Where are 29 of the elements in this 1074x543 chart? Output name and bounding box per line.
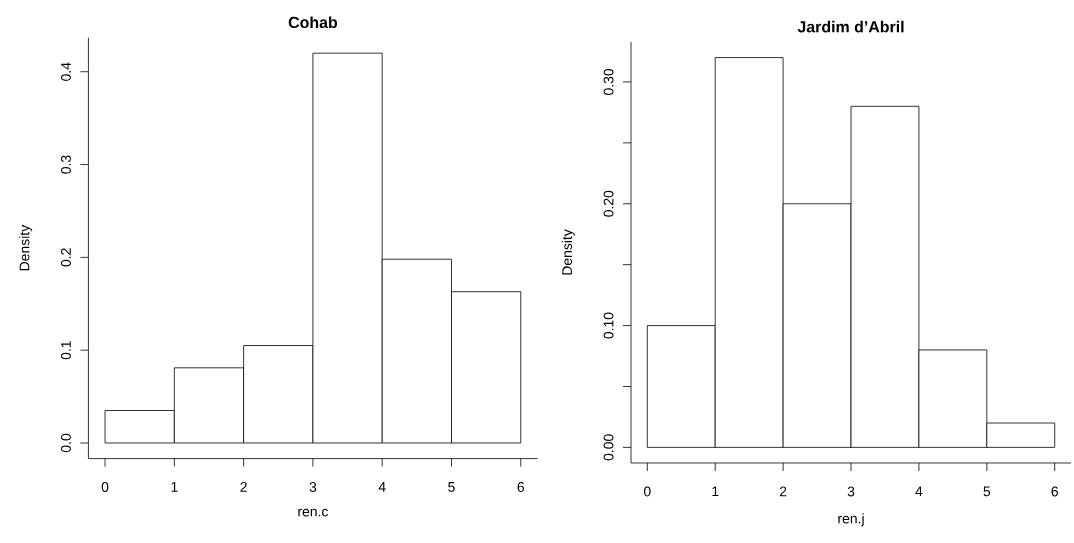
y-tick-label: 0.00: [603, 434, 614, 461]
x-tick-label: 4: [915, 486, 923, 497]
chart-title: Jardim d’Abril: [797, 20, 904, 33]
x-tick-label: 3: [309, 482, 317, 492]
y-tick-label: 0.0: [61, 433, 71, 453]
x-axis-title: ren.j: [838, 513, 864, 527]
x-axis-title: ren.c: [298, 508, 329, 517]
y-tick-label: 0.30: [603, 68, 614, 95]
x-tick-label: 2: [240, 482, 247, 492]
x-tick-label: 5: [983, 486, 991, 497]
y-tick-label: 0.3: [61, 155, 71, 174]
y-axis-title: Density: [19, 224, 33, 271]
x-tick-label: 6: [517, 482, 525, 492]
chart-title: Cohab: [288, 16, 338, 29]
y-tick-label: 0.1: [61, 341, 71, 360]
x-tick-label: 1: [171, 482, 178, 492]
y-axis-title: Density: [561, 229, 575, 275]
x-tick-label: 3: [847, 486, 855, 497]
y-tick-label: 0.20: [603, 190, 614, 217]
y-tick-label: 0.2: [61, 248, 71, 267]
x-tick-label: 1: [712, 486, 719, 497]
y-tick-label: 0.10: [603, 312, 614, 339]
y-tick-label: 0.4: [61, 62, 71, 81]
x-tick-label: 6: [1051, 486, 1058, 497]
x-tick-label: 2: [779, 486, 787, 497]
x-tick-label: 0: [643, 486, 651, 497]
x-tick-label: 4: [378, 482, 386, 492]
x-tick-label: 0: [101, 482, 109, 492]
x-tick-label: 5: [448, 482, 455, 492]
